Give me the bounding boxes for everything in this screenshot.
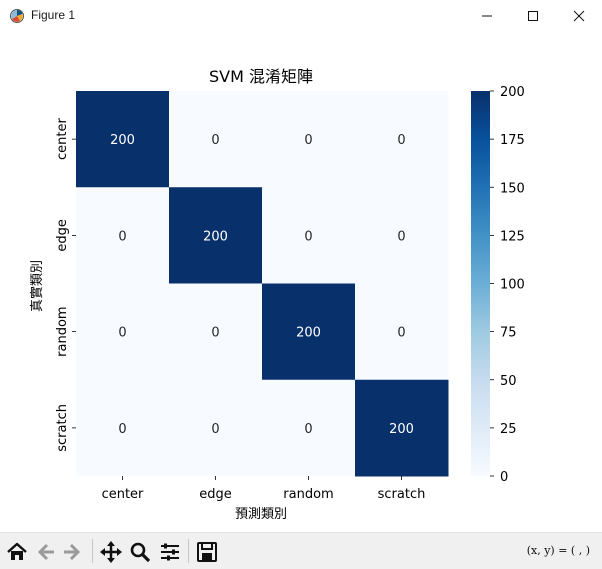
heatmap-cell	[355, 283, 449, 381]
toolbar-separator	[188, 539, 189, 563]
window-titlebar: Figure 1	[0, 0, 602, 33]
cell-annotation: 0	[304, 422, 312, 437]
cell-annotation: 200	[296, 326, 321, 341]
colorbar-tick-label: 25	[500, 422, 517, 437]
cell-annotation: 0	[397, 326, 405, 341]
configure-subplots-button[interactable]	[157, 539, 183, 565]
heatmap-cell	[262, 187, 356, 284]
save-button[interactable]	[194, 539, 220, 565]
x-tick-label: edge	[199, 487, 232, 502]
colorbar-tick-label: 75	[500, 326, 517, 341]
forward-icon	[64, 543, 81, 561]
heatmap-cell	[355, 379, 449, 477]
pan-button[interactable]	[98, 539, 124, 565]
cell-annotation: 0	[304, 229, 312, 244]
cell-annotation: 0	[118, 326, 126, 341]
x-tick-label: scratch	[378, 487, 426, 502]
colorbar-tick-label: 175	[500, 133, 525, 148]
heatmap-cell	[76, 187, 170, 284]
zoom-icon	[130, 542, 151, 563]
home-button[interactable]	[4, 539, 30, 565]
cell-annotation: 0	[304, 133, 312, 148]
heatmap-cell	[169, 283, 263, 381]
heatmap-cell	[169, 379, 263, 477]
colorbar-tick-label: 50	[500, 374, 517, 389]
navigation-toolbar: (x, y) = ( , )	[0, 532, 602, 569]
heatmap-cell	[76, 283, 170, 381]
colorbar-tick-label: 125	[500, 229, 525, 244]
heatmap-cell	[355, 91, 449, 188]
colorbar-tick-label: 150	[500, 181, 525, 196]
heatmap-cell	[76, 379, 170, 477]
figure-canvas[interactable]: SVM 混淆矩陣 200 0 0 0 0 200 0 0 0 0 200 0 0 0 0 200 center…	[0, 32, 602, 532]
colorbar-tick-label: 200	[500, 85, 525, 100]
zoom-button[interactable]	[127, 539, 153, 565]
close-button[interactable]	[556, 0, 602, 31]
cell-annotation: 200	[389, 422, 414, 437]
cell-annotation: 200	[203, 229, 228, 244]
back-icon	[37, 543, 54, 561]
cell-annotation: 0	[211, 133, 219, 148]
heatmap-cell	[262, 283, 356, 381]
colorbar-tick-label: 0	[500, 470, 508, 485]
cell-annotation: 0	[397, 229, 405, 244]
heatmap-cell	[169, 187, 263, 284]
confusion-matrix-chart: SVM 混淆矩陣 200 0 0 0 0 200 0 0 0 0 200 0 0 0 0 200 center…	[29, 67, 525, 522]
cell-annotation: 0	[118, 229, 126, 244]
maximize-icon	[528, 11, 538, 21]
y-tick-label: scratch	[55, 404, 70, 452]
colorbar	[471, 91, 490, 476]
x-tick-label: center	[102, 487, 144, 502]
colorbar-tick-label: 100	[500, 278, 525, 293]
cursor-coordinates: (x, y) = ( , )	[526, 544, 590, 557]
minimize-button[interactable]	[464, 0, 510, 31]
heatmap-cell	[76, 91, 170, 188]
y-tick-label: center	[55, 118, 70, 160]
cell-annotation: 0	[118, 422, 126, 437]
matplotlib-figure-icon	[9, 8, 25, 24]
heatmap-cell	[169, 91, 263, 188]
x-axis-label: 預測類別	[235, 507, 287, 522]
minimize-icon	[482, 15, 492, 17]
cell-annotation: 0	[397, 133, 405, 148]
close-icon	[573, 10, 585, 22]
y-axis-label: 真實類別	[29, 260, 45, 312]
pan-icon	[100, 541, 122, 563]
heatmap-cell	[262, 91, 356, 188]
back-button[interactable]	[32, 539, 58, 565]
save-icon	[197, 542, 217, 562]
y-tick-label: random	[55, 306, 70, 356]
cell-annotation: 0	[211, 422, 219, 437]
heatmap-cell	[262, 379, 356, 477]
heatmap-cell	[355, 187, 449, 284]
y-tick-label: edge	[55, 219, 70, 252]
cell-annotation: 200	[110, 133, 135, 148]
x-tick-label: random	[283, 487, 333, 502]
toolbar-separator	[92, 539, 93, 563]
window-title: Figure 1	[31, 8, 76, 22]
maximize-button[interactable]	[510, 0, 556, 31]
chart-title: SVM 混淆矩陣	[209, 67, 313, 86]
forward-button[interactable]	[60, 539, 86, 565]
cell-annotation: 0	[211, 326, 219, 341]
home-icon	[7, 542, 27, 560]
configure-subplots-icon	[161, 543, 179, 561]
